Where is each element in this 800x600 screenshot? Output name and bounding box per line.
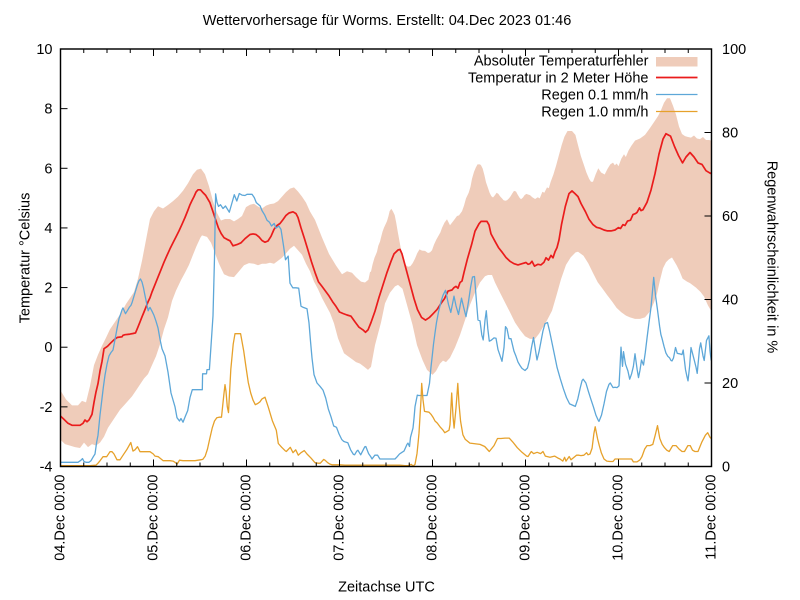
svg-text:04.Dec 00:00: 04.Dec 00:00 (53, 475, 69, 561)
svg-text:Regen 1.0 mm/h: Regen 1.0 mm/h (541, 105, 648, 121)
svg-text:-2: -2 (40, 400, 53, 416)
svg-text:100: 100 (722, 42, 746, 58)
svg-text:8: 8 (44, 102, 52, 118)
svg-text:2: 2 (44, 281, 52, 297)
svg-text:-4: -4 (40, 460, 53, 476)
svg-text:Regen 0.1 mm/h: Regen 0.1 mm/h (541, 88, 648, 104)
svg-text:05.Dec 00:00: 05.Dec 00:00 (146, 475, 162, 561)
svg-text:Regenwahrscheinlichkeit in %: Regenwahrscheinlichkeit in % (764, 161, 780, 354)
svg-text:08.Dec 00:00: 08.Dec 00:00 (425, 475, 441, 561)
svg-text:0: 0 (44, 340, 52, 356)
svg-text:6: 6 (44, 161, 52, 177)
svg-text:10: 10 (36, 42, 52, 58)
svg-text:11.Dec 00:00: 11.Dec 00:00 (704, 475, 720, 560)
svg-text:40: 40 (722, 293, 738, 309)
svg-text:4: 4 (44, 221, 52, 237)
svg-text:20: 20 (722, 376, 738, 392)
svg-text:80: 80 (722, 126, 738, 142)
svg-text:60: 60 (722, 209, 738, 225)
svg-text:Wettervorhersage für Worms. Er: Wettervorhersage für Worms. Erstellt: 04… (203, 13, 572, 29)
svg-text:Temperatur °Celsius: Temperatur °Celsius (18, 193, 34, 324)
svg-text:09.Dec 00:00: 09.Dec 00:00 (518, 475, 534, 561)
svg-text:Absoluter Temperaturfehler: Absoluter Temperaturfehler (474, 54, 649, 70)
svg-text:Temperatur in 2 Meter Höhe: Temperatur in 2 Meter Höhe (468, 71, 649, 87)
svg-text:Zeitachse UTC: Zeitachse UTC (338, 580, 435, 596)
svg-text:0: 0 (722, 460, 730, 476)
svg-text:07.Dec 00:00: 07.Dec 00:00 (332, 475, 348, 561)
svg-text:06.Dec 00:00: 06.Dec 00:00 (239, 475, 255, 561)
svg-text:10.Dec 00:00: 10.Dec 00:00 (611, 475, 627, 561)
